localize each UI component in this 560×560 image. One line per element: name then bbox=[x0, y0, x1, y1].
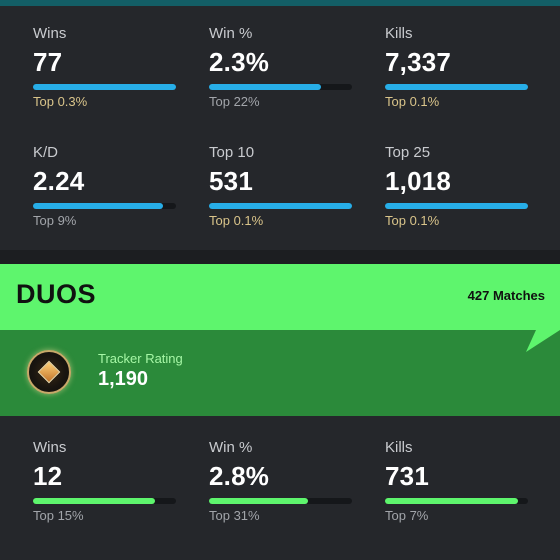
stat-progress-fill bbox=[209, 203, 352, 209]
stat-progress-fill bbox=[385, 498, 518, 504]
stat-progress-fill bbox=[33, 203, 164, 209]
duos-stat-kills: Kills 731 Top 7% bbox=[385, 439, 535, 524]
stat-progress-bar bbox=[209, 84, 352, 90]
stat-rank: Top 15% bbox=[33, 508, 84, 523]
stat-progress-bar bbox=[33, 84, 176, 90]
duos-title: DUOS bbox=[16, 279, 97, 309]
stat-progress-fill bbox=[385, 203, 528, 209]
stat-rank: Top 0.3% bbox=[33, 94, 88, 109]
section-divider bbox=[0, 250, 560, 264]
stat-value: 531 bbox=[209, 166, 253, 196]
rank-badge-gem bbox=[37, 360, 61, 384]
stat-win-percent: Win % 2.3% Top 22% bbox=[209, 25, 359, 110]
duos-stats-panel: Wins 12 Top 15% Win % 2.8% Top 31% Kills… bbox=[0, 416, 560, 560]
stat-label: Win % bbox=[209, 25, 253, 42]
stat-rank: Top 22% bbox=[209, 94, 260, 109]
stat-kd: K/D 2.24 Top 9% bbox=[33, 144, 183, 229]
stat-label: Wins bbox=[33, 25, 67, 42]
solo-stats-panel: Wins 77 Top 0.3% Win % 2.3% Top 22% Kill… bbox=[0, 6, 560, 250]
stat-progress-bar bbox=[33, 203, 176, 209]
stat-progress-bar bbox=[209, 203, 352, 209]
duos-header[interactable] bbox=[0, 264, 560, 330]
stat-wins: Wins 77 Top 0.3% bbox=[33, 25, 183, 110]
stat-label: Kills bbox=[385, 439, 413, 456]
stat-rank: Top 9% bbox=[33, 213, 77, 228]
stat-label: Top 10 bbox=[209, 144, 255, 161]
duos-match-count: 427 Matches bbox=[467, 288, 545, 303]
stat-value: 2.8% bbox=[209, 461, 270, 491]
stat-rank: Top 31% bbox=[209, 508, 260, 523]
stat-progress-fill bbox=[33, 498, 155, 504]
rank-badge-icon bbox=[27, 350, 71, 394]
top-accent-line bbox=[0, 0, 560, 6]
stat-label: Top 25 bbox=[385, 144, 431, 161]
stat-value: 12 bbox=[33, 461, 63, 491]
duos-stat-win-percent: Win % 2.8% Top 31% bbox=[209, 439, 359, 524]
stat-progress-fill bbox=[33, 84, 176, 90]
tracker-rating-label: Tracker Rating bbox=[98, 351, 183, 366]
stat-rank: Top 7% bbox=[385, 508, 429, 523]
stat-label: Win % bbox=[209, 439, 253, 456]
stat-label: Kills bbox=[385, 25, 413, 42]
stat-value: 77 bbox=[33, 47, 63, 77]
stat-label: Wins bbox=[33, 439, 67, 456]
speech-notch-icon bbox=[526, 312, 560, 352]
stat-rank: Top 0.1% bbox=[209, 213, 264, 228]
stat-value: 2.24 bbox=[33, 166, 85, 196]
stat-rank: Top 0.1% bbox=[385, 213, 440, 228]
stat-progress-fill bbox=[209, 498, 308, 504]
stat-kills: Kills 7,337 Top 0.1% bbox=[385, 25, 535, 110]
stat-value: 731 bbox=[385, 461, 429, 491]
stat-top-25: Top 25 1,018 Top 0.1% bbox=[385, 144, 535, 229]
stat-progress-fill bbox=[209, 84, 321, 90]
stat-value: 7,337 bbox=[385, 47, 452, 77]
tracker-rating-band bbox=[0, 330, 560, 416]
stat-progress-bar bbox=[385, 84, 528, 90]
stat-label: K/D bbox=[33, 144, 59, 161]
duos-stat-wins: Wins 12 Top 15% bbox=[33, 439, 183, 524]
stat-top-10: Top 10 531 Top 0.1% bbox=[209, 144, 359, 229]
stat-rank: Top 0.1% bbox=[385, 94, 440, 109]
stat-value: 2.3% bbox=[209, 47, 270, 77]
stat-progress-bar bbox=[33, 498, 176, 504]
stat-progress-bar bbox=[385, 203, 528, 209]
stat-progress-bar bbox=[385, 498, 528, 504]
tracker-rating-value: 1,190 bbox=[98, 368, 149, 390]
stat-progress-bar bbox=[209, 498, 352, 504]
stat-progress-fill bbox=[385, 84, 528, 90]
stat-value: 1,018 bbox=[385, 166, 452, 196]
